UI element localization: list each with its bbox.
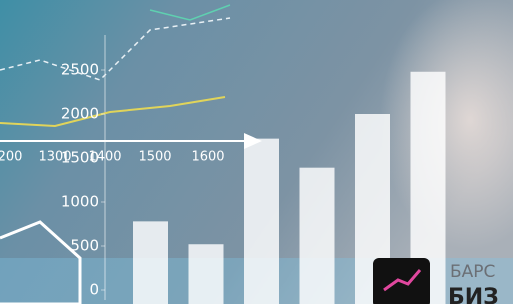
x-label: 1600	[191, 150, 224, 165]
bar	[244, 139, 279, 304]
x-label: 1500	[138, 150, 171, 165]
x-label: 1400	[88, 150, 121, 165]
y-tick-label: 1000	[61, 193, 99, 211]
y-tick-label: 2000	[61, 105, 99, 123]
x-label: 200	[0, 150, 22, 165]
y-tick-label: 500	[70, 237, 99, 255]
scene: 050010001500200025002001300140015001600 …	[0, 0, 513, 304]
logo-subname: БИЗ	[448, 285, 499, 304]
bar	[189, 244, 224, 304]
bar	[300, 168, 335, 304]
logo-name: БАРС	[450, 262, 495, 282]
y-tick-label: 2500	[61, 61, 99, 79]
y-tick-label: 0	[89, 281, 99, 299]
bar	[133, 221, 168, 304]
x-label: 1300	[38, 150, 71, 165]
